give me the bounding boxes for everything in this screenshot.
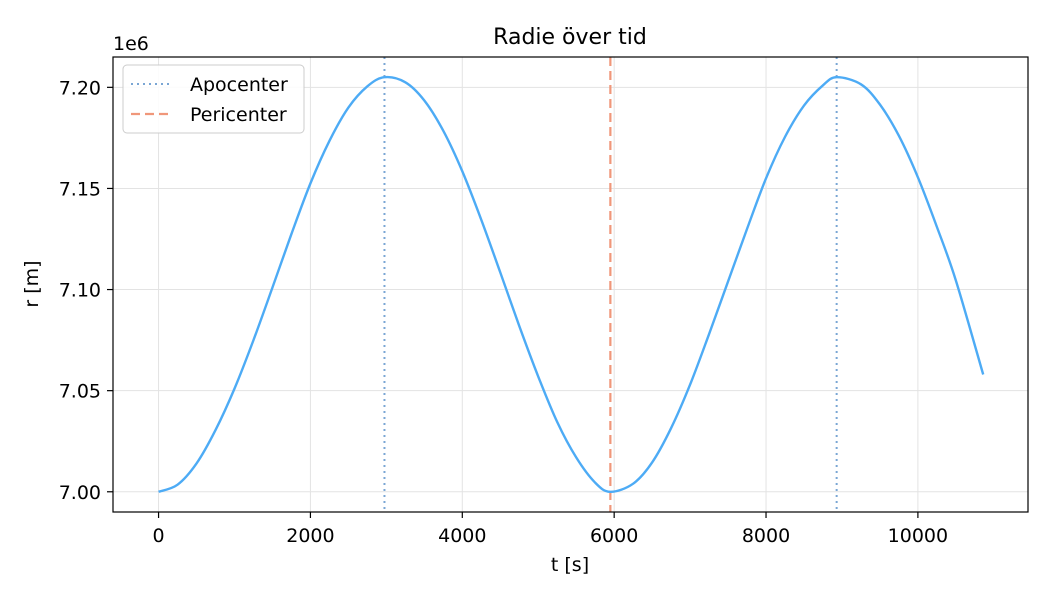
y-axis-label: r [m] [21, 260, 43, 307]
x-tick-label: 4000 [438, 525, 486, 547]
y-tick-label: 7.10 [59, 280, 101, 302]
x-axis: 0 2000 4000 6000 8000 10000 [153, 512, 948, 547]
series-layer [158, 75, 985, 493]
x-axis-label: t [s] [551, 554, 589, 576]
x-tick-label: 6000 [590, 525, 638, 547]
legend: Apocenter Pericenter [122, 64, 305, 134]
y-tick-label: 7.15 [59, 178, 101, 200]
grid [113, 57, 1028, 512]
y-tick-label: 7.20 [59, 77, 101, 99]
legend-box [122, 64, 305, 134]
reference-lines [383, 57, 838, 512]
x-tick-label: 0 [153, 525, 165, 547]
y-tick-label: 7.00 [59, 482, 101, 504]
x-tick-label: 2000 [286, 525, 334, 547]
radius-series-line [158, 75, 985, 493]
y-offset-label: 1e6 [113, 33, 149, 55]
chart-title: Radie över tid [493, 25, 647, 50]
y-axis: 7.00 7.05 7.10 7.15 7.20 [59, 77, 113, 504]
plot-frame [112, 56, 1029, 513]
x-tick-label: 8000 [742, 525, 790, 547]
legend-label-pericenter: Pericenter [190, 104, 287, 126]
legend-label-apocenter: Apocenter [190, 74, 288, 96]
y-tick-label: 7.05 [59, 381, 101, 403]
x-tick-label: 10000 [888, 525, 948, 547]
